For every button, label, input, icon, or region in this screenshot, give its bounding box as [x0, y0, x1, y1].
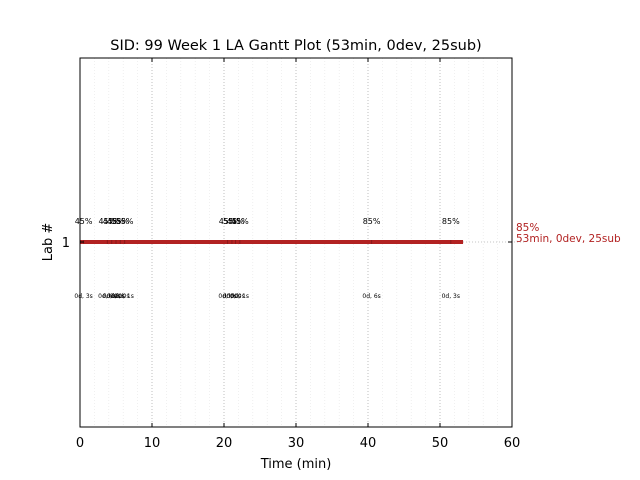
submission-elapsed-label: 0d, 6s: [362, 293, 380, 300]
submission-elapsed-label: 0d, 0s: [223, 293, 241, 300]
submission-score-label: 55%: [111, 217, 129, 226]
submission-elapsed-label: 0d, 1s: [231, 293, 249, 300]
submission-score-label: 55%: [223, 217, 241, 226]
submission-score-label: 45%: [219, 217, 237, 226]
x-tick-label: 40: [360, 436, 377, 451]
row-summary-score: 85%: [516, 222, 539, 234]
submission-elapsed-label: 0d, 3s: [442, 293, 460, 300]
submission-elapsed-label: 0d, 3s: [74, 293, 92, 300]
submission-score-label: 45%: [231, 217, 249, 226]
submission-elapsed-label: 0d, 0s: [111, 293, 129, 300]
x-tick-label: 50: [432, 436, 449, 451]
submission-score-label: 45%: [98, 217, 116, 226]
submission-score-label: 45%: [103, 217, 121, 226]
row-summary-text: 53min, 0dev, 25sub: [516, 233, 621, 245]
submission-elapsed-label: 0d, 0s: [107, 293, 125, 300]
submission-score-label: 55%: [116, 217, 134, 226]
x-tick-label: 60: [504, 436, 521, 451]
submission-score-label: 45%: [75, 217, 93, 226]
submission-elapsed-label: 0d, 0s: [98, 293, 116, 300]
submission-score-label: 85%: [363, 217, 381, 226]
submission-elapsed-label: 0d, 0s: [218, 293, 236, 300]
submission-score-label: 45%: [227, 217, 245, 226]
x-tick-label: 30: [288, 436, 305, 451]
x-axis: 0 10 20 30 40 50 60: [76, 58, 520, 451]
submission-score-label: 45%: [107, 217, 125, 226]
submission-elapsed-label: 0d, 0s: [226, 293, 244, 300]
y-axis-label: Lab #: [41, 223, 56, 262]
submission-elapsed-label: 0d, 1s: [115, 293, 133, 300]
y-tick-label: 1: [62, 236, 70, 251]
x-tick-label: 20: [216, 436, 233, 451]
chart-title: SID: 99 Week 1 LA Gantt Plot (53min, 0de…: [110, 38, 481, 54]
x-tick-label: 10: [144, 436, 161, 451]
y-axis: 1: [62, 236, 512, 251]
submission-elapsed-label: 0d, 0s: [102, 293, 120, 300]
plot-marks: 45% 0d, 3s 45% 0d, 0s 45% 0d, 0s 45% 0d, 0s 55% 0…: [74, 217, 621, 300]
x-axis-label: Time (min): [260, 457, 332, 472]
submission-score-label: 85%: [442, 217, 460, 226]
x-tick-label: 0: [76, 436, 84, 451]
